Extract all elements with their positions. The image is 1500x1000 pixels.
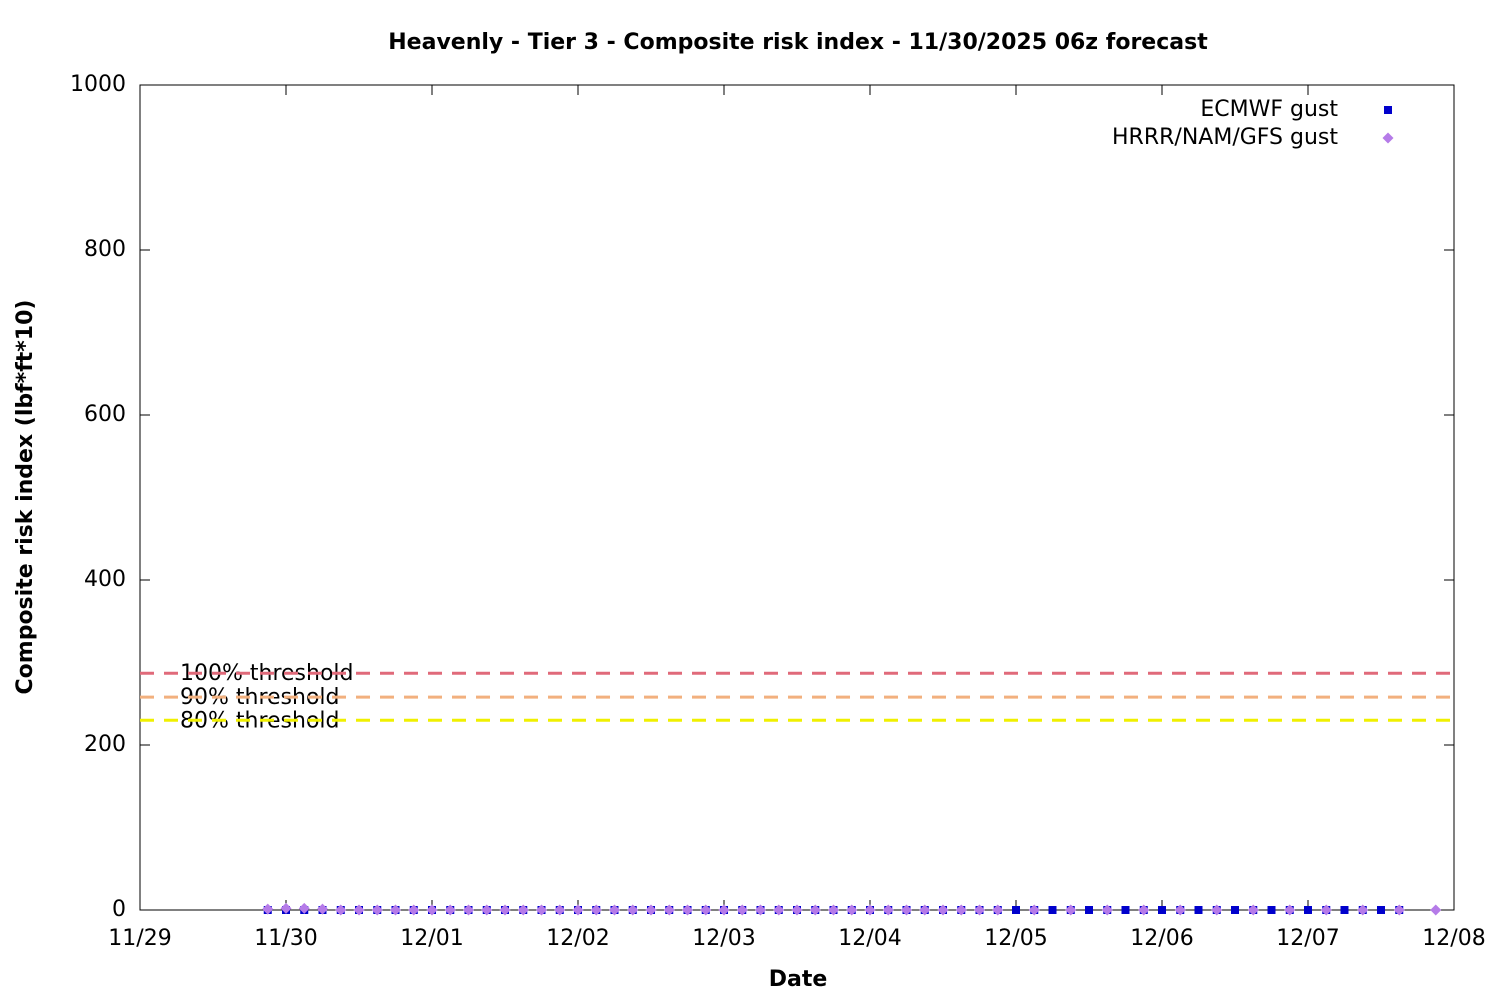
data-point [609,904,620,916]
data-point [481,904,493,916]
data-point [955,904,967,916]
data-point [1320,904,1332,916]
data-point [919,904,931,916]
data-point [1065,904,1077,916]
data-point [627,904,639,916]
data-point [590,904,602,916]
legend-label: ECMWF gust [1200,97,1338,122]
data-point [371,904,383,916]
data-point [755,904,766,916]
data-point [882,904,894,916]
x-tick-label: 12/07 [1276,926,1339,951]
data-point [536,904,547,916]
data-point [1393,904,1405,916]
x-tick-label: 12/04 [838,926,901,951]
data-point [1430,904,1442,916]
y-tick-label: 200 [84,732,126,757]
data-point [864,904,876,916]
data-point [572,904,584,916]
x-tick-label: 12/06 [1130,926,1193,951]
data-point [1085,906,1093,914]
data-point [426,904,438,916]
y-tick-label: 0 [112,897,126,922]
data-point [828,904,839,916]
data-point [1267,906,1276,914]
data-point [1012,906,1020,914]
data-point [1138,904,1150,916]
data-point [974,904,985,916]
data-point [1158,906,1166,914]
data-point [901,904,912,916]
data-point [1048,906,1057,914]
plot-frame [139,84,1455,911]
data-point [1194,906,1203,914]
y-tick-label: 600 [84,402,126,427]
data-point [353,904,365,916]
data-point [463,904,474,916]
legend-marker [1382,132,1394,144]
data-point [791,904,803,916]
data-point [554,904,566,916]
data-point [1340,906,1349,914]
data-point [992,904,1004,916]
x-tick-label: 12/01 [400,926,463,951]
data-point [645,904,657,916]
data-point [499,904,511,916]
x-axis-label: Date [769,967,828,992]
data-point [408,904,420,916]
data-point [317,903,328,915]
data-point [1377,906,1385,914]
data-point [1247,904,1259,916]
data-point [663,904,675,916]
data-point [444,904,456,916]
data-point [682,904,693,916]
data-point [335,904,347,916]
data-point [1211,904,1223,916]
x-tick-label: 12/02 [546,926,609,951]
y-tick-label: 1000 [70,72,126,97]
data-point [937,904,949,916]
x-tick-label: 12/08 [1422,926,1485,951]
data-point [517,904,529,916]
data-point [262,903,274,915]
y-tick-label: 800 [84,237,126,262]
data-point [846,904,858,916]
data-point [700,904,712,916]
data-point [1357,904,1369,916]
data-point [1284,904,1296,916]
data-point [1121,906,1130,914]
x-tick-label: 12/03 [692,926,755,951]
data-point [280,902,292,914]
x-tick-label: 12/05 [984,926,1047,951]
x-tick-label: 11/30 [254,926,317,951]
data-point [1231,906,1239,914]
data-point [1028,904,1040,916]
y-tick-label: 400 [84,567,126,592]
data-point [298,902,310,914]
x-tick-label: 11/29 [108,926,171,951]
data-point [1304,906,1312,914]
data-point [390,904,401,916]
chart-title: Heavenly - Tier 3 - Composite risk index… [388,30,1208,55]
data-point [1101,904,1113,916]
data-point [718,904,730,916]
data-point [809,904,821,916]
data-point [773,904,785,916]
data-point [736,904,748,916]
data-point [1174,904,1186,916]
y-axis-label: Composite risk index (lbf*ft*10) [13,300,38,695]
legend-marker [1384,106,1392,114]
legend-label: HRRR/NAM/GFS gust [1112,125,1338,150]
